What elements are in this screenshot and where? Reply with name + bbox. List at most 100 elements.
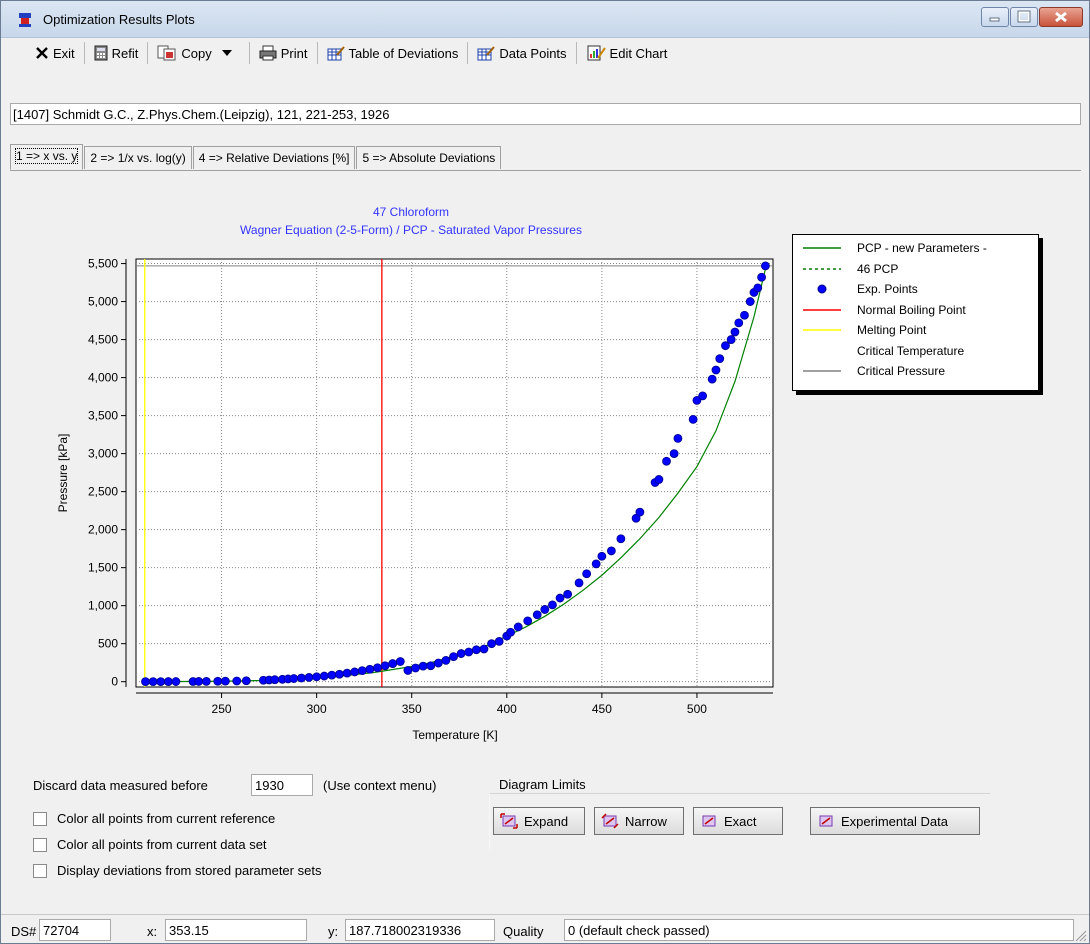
- exp-point[interactable]: [726, 335, 736, 344]
- exp-point[interactable]: [220, 676, 230, 686]
- exp-point[interactable]: [304, 673, 314, 682]
- exp-point[interactable]: [606, 546, 616, 556]
- exp-point[interactable]: [635, 507, 645, 517]
- close-button[interactable]: [1039, 7, 1083, 27]
- display-deviations-checkbox[interactable]: Display deviations from stored parameter…: [33, 863, 321, 878]
- table-of-deviations-button[interactable]: Table of Deviations: [321, 41, 465, 65]
- copy-button[interactable]: Copy: [151, 41, 245, 65]
- exp-point[interactable]: [232, 676, 242, 686]
- exp-point[interactable]: [760, 261, 770, 271]
- exp-point[interactable]: [156, 677, 166, 687]
- checkbox-box[interactable]: [33, 863, 47, 878]
- exp-point[interactable]: [734, 318, 744, 328]
- tab-x-vs-y[interactable]: 1 => x vs. y: [10, 144, 84, 170]
- exp-point[interactable]: [163, 677, 173, 686]
- print-button[interactable]: Print: [253, 41, 314, 65]
- exp-point[interactable]: [395, 657, 405, 666]
- exp-point[interactable]: [597, 551, 607, 561]
- exp-point[interactable]: [213, 676, 223, 686]
- exp-point[interactable]: [669, 449, 679, 459]
- chevron-down-icon[interactable]: [218, 47, 236, 59]
- data-points-button[interactable]: Data Points: [471, 41, 572, 65]
- exp-point[interactable]: [523, 616, 533, 626]
- exp-point[interactable]: [380, 661, 390, 671]
- exp-point[interactable]: [688, 415, 698, 424]
- tab-relative-deviations[interactable]: 4 => Relative Deviations [%]: [192, 146, 356, 169]
- exp-point[interactable]: [513, 622, 523, 632]
- exp-point[interactable]: [740, 310, 749, 320]
- discard-year-input[interactable]: 1930: [251, 774, 313, 796]
- exp-point[interactable]: [319, 671, 329, 681]
- exp-point[interactable]: [312, 672, 322, 682]
- vapor-pressure-chart[interactable]: 47 Chloroform Wagner Equation (2-5-Form)…: [1, 176, 791, 756]
- exp-point[interactable]: [591, 559, 601, 569]
- exp-point[interactable]: [745, 297, 755, 306]
- color-dataset-checkbox[interactable]: Color all points from current data set: [33, 837, 267, 852]
- exp-point[interactable]: [471, 645, 481, 655]
- exp-point[interactable]: [654, 475, 664, 484]
- exp-point[interactable]: [582, 569, 592, 579]
- chart-legend[interactable]: PCP - new Parameters - 46 PCP Exp. Points N…: [792, 234, 1039, 391]
- exp-point[interactable]: [753, 283, 763, 293]
- exact-button[interactable]: Exact: [693, 807, 783, 835]
- exp-point[interactable]: [357, 666, 367, 676]
- exp-point[interactable]: [270, 675, 280, 685]
- reference-field[interactable]: [1407] Schmidt G.C., Z.Phys.Chem.(Leipzi…: [10, 103, 1081, 125]
- exit-button[interactable]: Exit: [29, 41, 81, 65]
- exp-point[interactable]: [532, 610, 542, 620]
- maximize-button[interactable]: [1010, 7, 1038, 27]
- exp-point[interactable]: [487, 639, 496, 649]
- exp-point[interactable]: [148, 677, 158, 687]
- exp-point[interactable]: [692, 395, 702, 405]
- title-bar[interactable]: Optimization Results Plots: [1, 1, 1089, 38]
- exp-point[interactable]: [479, 644, 489, 654]
- exp-point[interactable]: [289, 674, 299, 683]
- exp-point[interactable]: [388, 659, 398, 668]
- exp-point[interactable]: [673, 434, 683, 443]
- exp-point[interactable]: [574, 578, 584, 588]
- tab-inverse-x-vs-log-y[interactable]: 2 => 1/x vs. log(y): [84, 146, 192, 169]
- minimize-button[interactable]: [981, 7, 1009, 27]
- exp-point[interactable]: [449, 652, 458, 661]
- exp-point[interactable]: [494, 636, 504, 646]
- exp-point[interactable]: [342, 668, 352, 678]
- exp-point[interactable]: [707, 374, 717, 384]
- exp-point[interactable]: [441, 655, 451, 665]
- exp-point[interactable]: [616, 534, 626, 544]
- edit-chart-button[interactable]: Edit Chart: [580, 41, 674, 65]
- exp-point[interactable]: [456, 649, 466, 658]
- tab-absolute-deviations[interactable]: 5 => Absolute Deviations: [356, 146, 502, 169]
- exp-point[interactable]: [548, 600, 557, 610]
- exp-point[interactable]: [241, 676, 251, 686]
- exp-point[interactable]: [715, 354, 725, 363]
- exp-point[interactable]: [335, 669, 344, 679]
- exp-point[interactable]: [540, 605, 550, 614]
- checkbox-box[interactable]: [33, 837, 47, 852]
- exp-point[interactable]: [418, 661, 428, 671]
- narrow-button[interactable]: Narrow: [594, 807, 684, 835]
- exp-point[interactable]: [555, 593, 565, 603]
- refit-button[interactable]: Refit: [88, 41, 145, 65]
- expand-button[interactable]: Expand: [493, 807, 585, 835]
- color-reference-checkbox[interactable]: Color all points from current reference: [33, 811, 275, 826]
- exp-point[interactable]: [350, 667, 360, 677]
- exp-point[interactable]: [563, 589, 573, 599]
- exp-point[interactable]: [506, 627, 515, 637]
- exp-point[interactable]: [373, 663, 382, 673]
- exp-point[interactable]: [730, 327, 740, 337]
- exp-point[interactable]: [433, 658, 443, 668]
- resize-grip-icon[interactable]: [1073, 928, 1087, 942]
- exp-point[interactable]: [426, 661, 436, 671]
- exp-point[interactable]: [297, 673, 306, 683]
- exp-point[interactable]: [411, 663, 420, 673]
- exp-point[interactable]: [757, 272, 766, 282]
- exp-point[interactable]: [662, 456, 671, 466]
- exp-point[interactable]: [201, 676, 211, 686]
- exp-point[interactable]: [327, 670, 337, 680]
- exp-point[interactable]: [194, 677, 204, 686]
- exp-point[interactable]: [698, 391, 708, 401]
- exp-point[interactable]: [464, 647, 474, 657]
- exp-point[interactable]: [365, 664, 375, 674]
- exp-point[interactable]: [721, 341, 730, 351]
- exp-point[interactable]: [171, 677, 181, 686]
